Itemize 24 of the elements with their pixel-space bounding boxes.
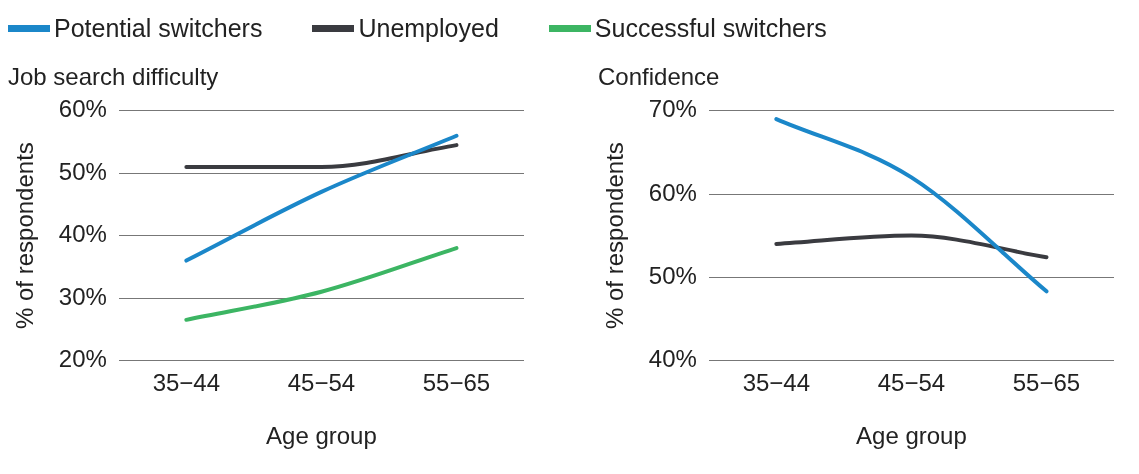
chart-title: Job search difficulty: [8, 63, 219, 91]
x-tick-label: 55−65: [1012, 369, 1081, 397]
x-tick-label: 45−54: [877, 369, 946, 397]
legend-label: Potential switchers: [54, 13, 263, 43]
x-axis-title: Age group: [266, 422, 377, 450]
y-tick-label: 40%: [648, 345, 697, 373]
y-tick-label: 50%: [648, 261, 697, 289]
y-tick-label: 30%: [58, 282, 107, 310]
y-tick-label: 60%: [648, 178, 697, 206]
x-axis-title: Age group: [856, 422, 967, 450]
legend-label: Successful switchers: [594, 13, 827, 43]
x-tick-label: 55−65: [422, 369, 491, 397]
y-tick-label: 40%: [58, 220, 107, 248]
x-tick-label: 35−44: [742, 369, 811, 397]
y-tick-label: 70%: [648, 95, 697, 123]
x-tick-label: 35−44: [152, 369, 221, 397]
y-tick-label: 60%: [58, 95, 107, 123]
y-axis-title: % of respondents: [11, 142, 39, 329]
y-tick-label: 50%: [58, 157, 107, 185]
legend-label: Unemployed: [358, 13, 499, 43]
y-axis-title: % of respondents: [601, 142, 629, 329]
chart-title: Confidence: [598, 63, 720, 91]
y-tick-label: 20%: [58, 345, 107, 373]
x-tick-label: 45−54: [287, 369, 356, 397]
